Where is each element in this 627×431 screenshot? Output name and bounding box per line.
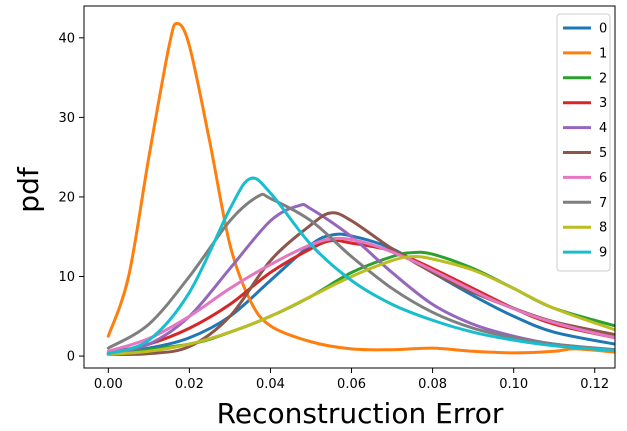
legend-label-8: 8 — [599, 221, 607, 236]
plot-frame — [83, 5, 616, 369]
legend-label-6: 6 — [599, 171, 607, 186]
y-tick-label: 20 — [58, 190, 75, 205]
legend-label-1: 1 — [599, 46, 607, 61]
legend-label-3: 3 — [599, 96, 607, 111]
y-axis-ticks: 0 10 20 30 40 — [58, 31, 84, 365]
x-tick-label: 0.00 — [94, 377, 123, 392]
x-tick-label: 0.06 — [337, 377, 366, 392]
y-tick-label: 30 — [58, 111, 75, 126]
legend-label-4: 4 — [599, 121, 607, 136]
series-line-8 — [106, 255, 615, 356]
y-tick-label: 10 — [58, 270, 75, 285]
x-tick-label: 0.12 — [580, 377, 609, 392]
x-tick-label: 0.02 — [175, 377, 204, 392]
legend-label-9: 9 — [599, 246, 607, 261]
y-axis-label: pdf — [12, 166, 45, 213]
legend-label-2: 2 — [599, 71, 607, 86]
x-axis-ticks: 0.00 0.02 0.04 0.06 0.08 0.10 0.12 — [94, 368, 609, 392]
x-axis-label: Reconstruction Error — [217, 397, 504, 430]
x-tick-label: 0.04 — [256, 377, 285, 392]
x-tick-label: 0.10 — [499, 377, 528, 392]
x-tick-label: 0.08 — [418, 377, 447, 392]
legend: 0 1 2 3 4 5 6 7 8 9 — [556, 13, 611, 272]
legend-label-0: 0 — [599, 22, 607, 37]
y-tick-label: 40 — [58, 31, 75, 46]
legend-label-7: 7 — [599, 196, 607, 211]
y-tick-label: 0 — [67, 350, 75, 365]
series-line-7 — [106, 192, 615, 352]
series-line-3 — [106, 238, 615, 355]
series-lines — [106, 22, 615, 357]
series-line-1 — [106, 22, 615, 355]
series-line-6 — [106, 236, 615, 353]
series-line-9 — [106, 176, 615, 356]
legend-label-5: 5 — [599, 146, 607, 161]
series-line-0 — [106, 232, 615, 356]
